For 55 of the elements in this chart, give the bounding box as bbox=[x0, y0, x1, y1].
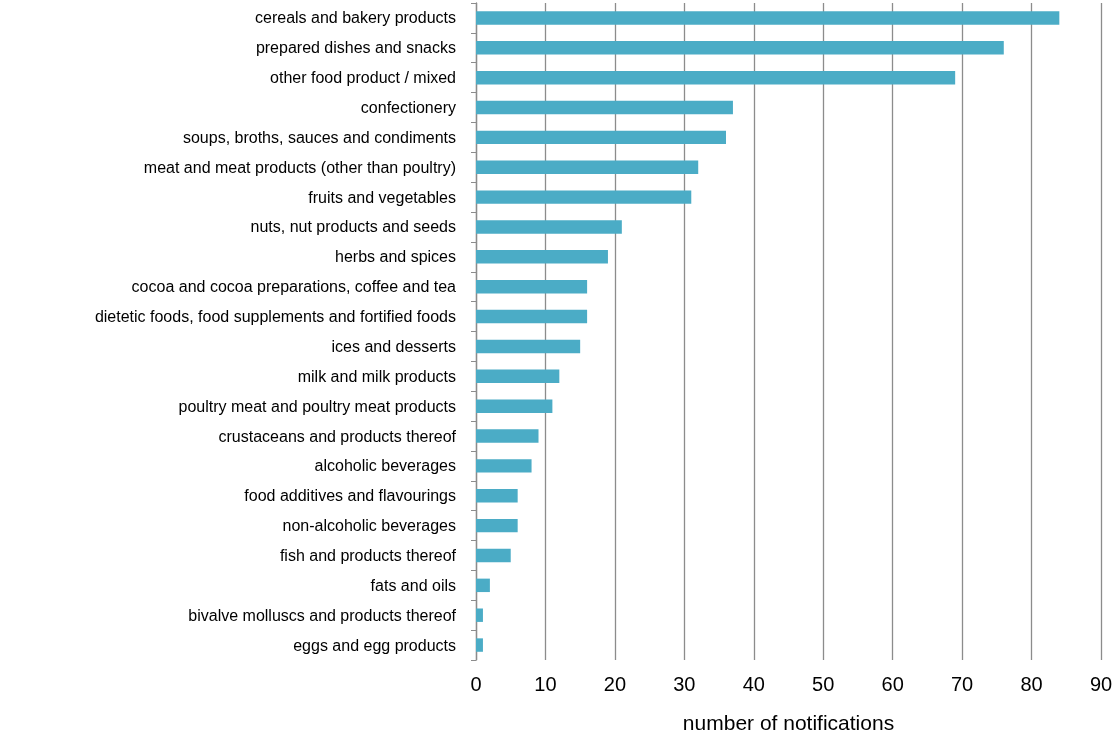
y-tick-label: dietetic foods, food supplements and fortified foods bbox=[94, 308, 456, 326]
y-tick-label: prepared dishes and snacks bbox=[255, 39, 456, 57]
x-tick-label: 50 bbox=[812, 673, 835, 695]
y-tick-label: bivalve molluscs and products thereof bbox=[188, 606, 457, 624]
y-tick-label: other food product / mixed bbox=[270, 69, 456, 87]
bar bbox=[476, 220, 622, 234]
bar bbox=[476, 399, 553, 413]
x-tick-label: 30 bbox=[673, 673, 696, 695]
bar bbox=[476, 548, 511, 563]
x-tick-label: 10 bbox=[534, 673, 557, 695]
bar bbox=[476, 578, 490, 593]
bar bbox=[476, 100, 733, 115]
bar bbox=[476, 369, 560, 384]
x-tick-label: 90 bbox=[1089, 673, 1113, 695]
x-axis-title: number of notifications bbox=[682, 711, 895, 734]
bar bbox=[476, 459, 532, 473]
x-tick-label: 20 bbox=[603, 673, 627, 695]
bar bbox=[476, 160, 699, 174]
bar bbox=[476, 638, 483, 652]
y-tick-label: crustaceans and products thereof bbox=[218, 427, 457, 445]
bar bbox=[476, 70, 956, 85]
bar bbox=[476, 130, 726, 145]
bar bbox=[476, 250, 608, 264]
y-tick-label: cereals and bakery products bbox=[255, 9, 456, 27]
x-tick-label: 60 bbox=[881, 673, 904, 695]
y-tick-label: non-alcoholic beverages bbox=[282, 517, 456, 535]
y-tick-label: milk and milk products bbox=[297, 367, 456, 385]
y-tick-label: fish and products thereof bbox=[279, 546, 457, 564]
y-tick-label: nuts, nut products and seeds bbox=[250, 218, 456, 236]
x-tick-label: 70 bbox=[950, 673, 974, 695]
y-tick-label: cocoa and cocoa preparations, coffee and tea bbox=[131, 278, 457, 296]
y-tick-label: meat and meat products (other than poultry) bbox=[143, 158, 456, 176]
bar bbox=[476, 489, 518, 503]
y-tick-label: poultry meat and poultry meat products bbox=[178, 397, 456, 415]
bar bbox=[476, 429, 539, 443]
bar bbox=[476, 11, 1060, 25]
bar bbox=[476, 279, 588, 294]
x-tick-label: 0 bbox=[470, 673, 482, 695]
y-tick-label: ices and desserts bbox=[331, 337, 456, 355]
bar bbox=[476, 309, 588, 324]
bar bbox=[476, 41, 1004, 55]
x-tick-label: 80 bbox=[1020, 673, 1043, 695]
x-tick-label: 40 bbox=[742, 673, 765, 695]
bar bbox=[476, 608, 483, 622]
y-tick-label: eggs and egg products bbox=[293, 636, 456, 654]
y-tick-label: fruits and vegetables bbox=[308, 188, 456, 206]
y-tick-label: fats and oils bbox=[370, 576, 456, 594]
y-tick-label: food additives and flavourings bbox=[244, 487, 456, 505]
y-tick-label: soups, broths, sauces and condiments bbox=[182, 128, 456, 146]
y-tick-label: confectionery bbox=[360, 99, 456, 117]
y-tick-label: herbs and spices bbox=[335, 248, 456, 266]
y-tick-label: alcoholic beverages bbox=[314, 457, 456, 475]
bar bbox=[476, 518, 518, 533]
bar bbox=[476, 190, 692, 204]
bar bbox=[476, 339, 581, 354]
